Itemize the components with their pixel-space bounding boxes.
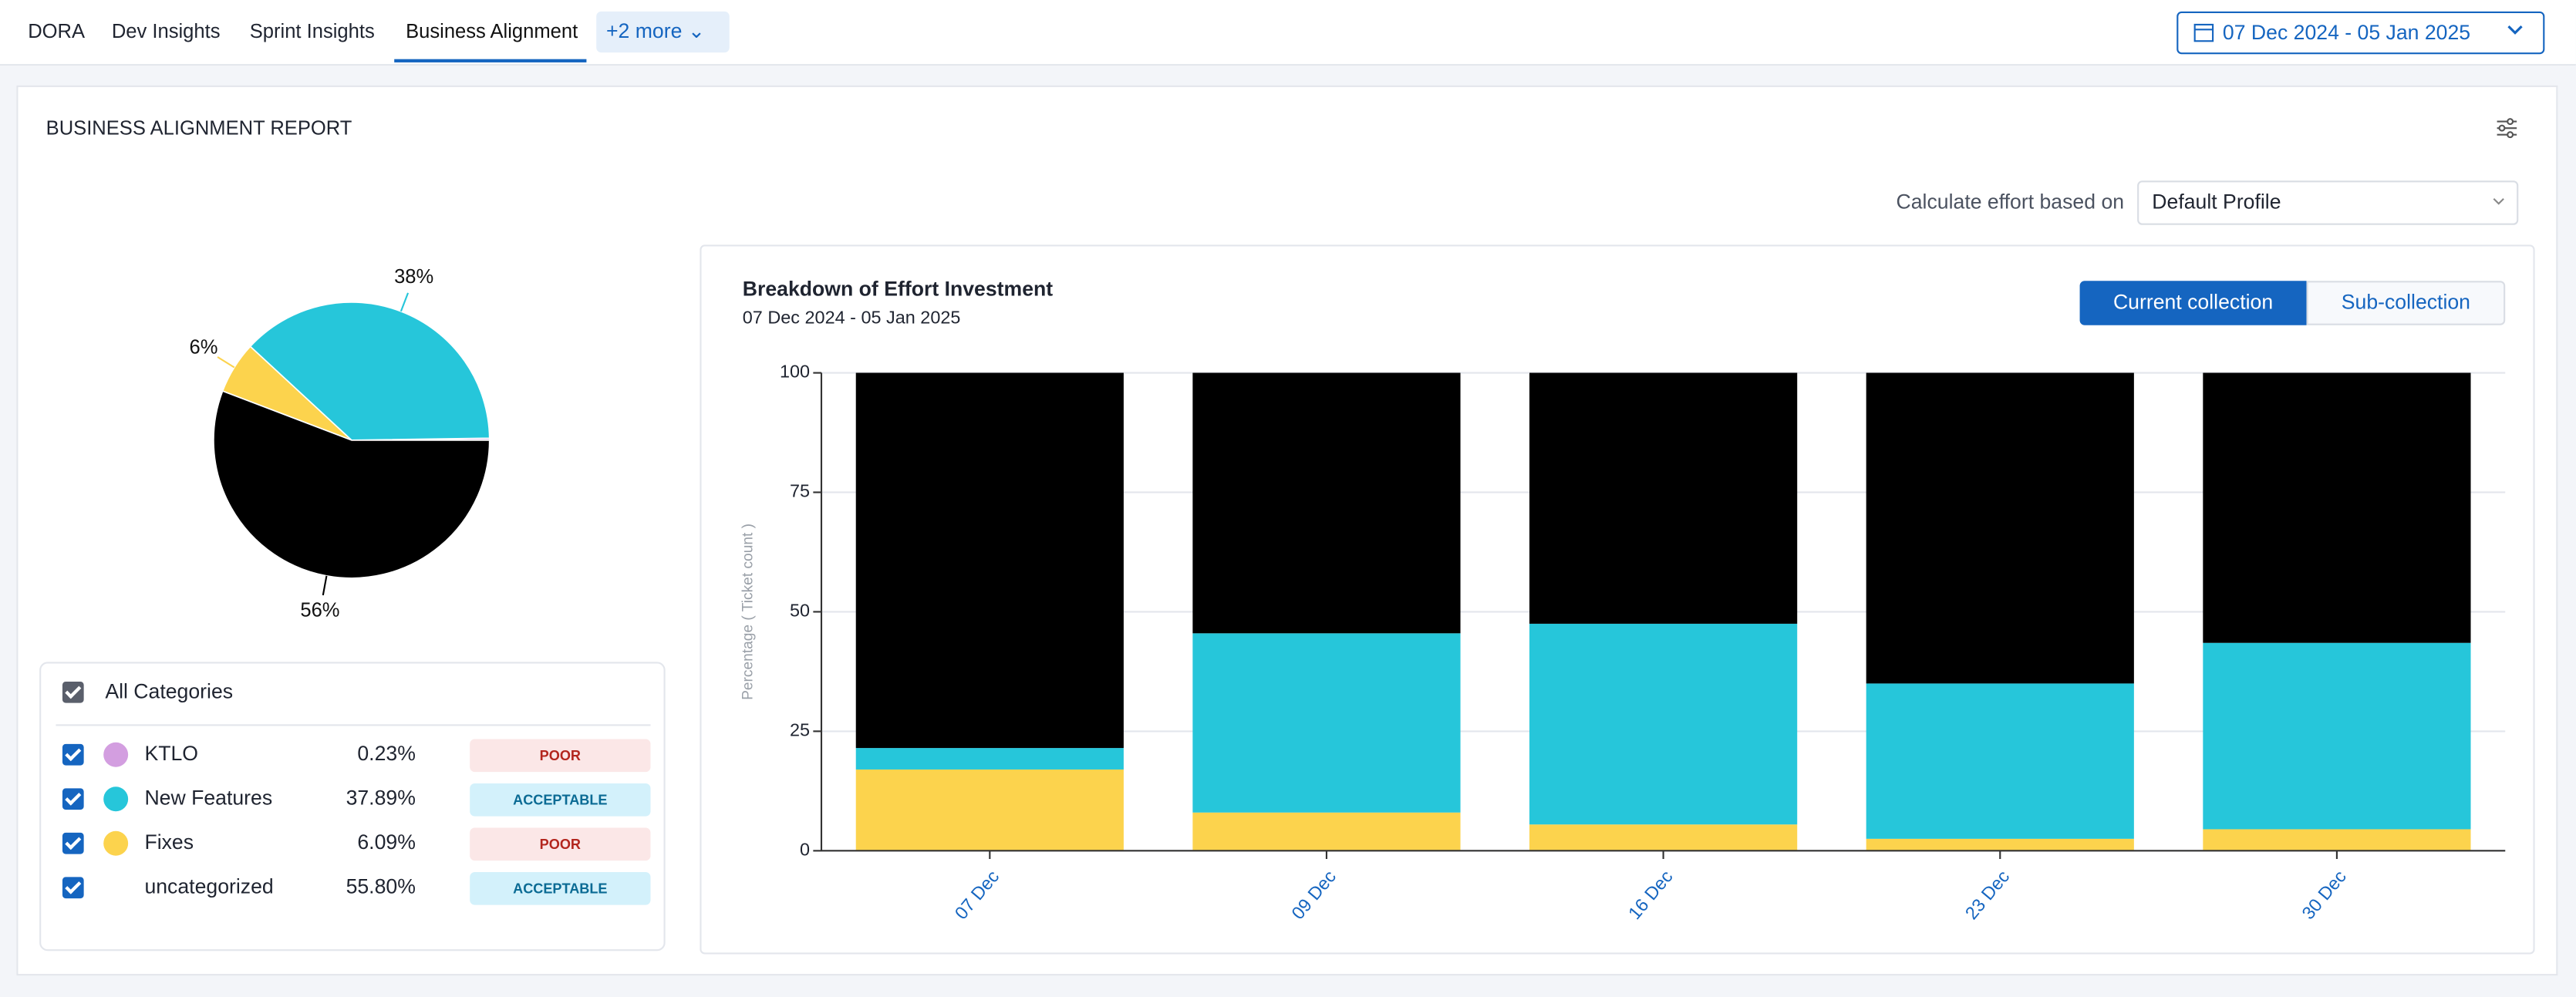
profile-select[interactable]: Default Profile bbox=[2137, 180, 2519, 225]
pie-slice bbox=[249, 301, 491, 441]
legend-header: All Categories bbox=[105, 679, 234, 703]
pie-label: 56% bbox=[300, 600, 339, 621]
bar-segment bbox=[2203, 829, 2471, 851]
y-tick-label: 25 bbox=[790, 720, 810, 740]
legend-dot bbox=[103, 742, 129, 767]
legend-percent: 0.23% bbox=[357, 742, 416, 766]
bar-chart: 0 25 50 75 100 Percentage ( Ticket count ) 07 … bbox=[740, 362, 2506, 923]
more-label: +2 more bbox=[605, 19, 683, 43]
bar-segment bbox=[1192, 633, 1461, 813]
status-badge: ACCEPTABLE bbox=[470, 783, 651, 817]
chart-card bbox=[700, 244, 2535, 955]
toggle-button[interactable]: Current collection bbox=[2079, 281, 2307, 325]
checkbox[interactable] bbox=[62, 681, 84, 703]
checkbox[interactable] bbox=[62, 832, 84, 854]
bar-segment bbox=[2203, 642, 2471, 830]
x-tick-label: 30 Dec bbox=[2298, 866, 2350, 923]
settings-icon[interactable] bbox=[2495, 116, 2518, 140]
bar-segment bbox=[855, 372, 1124, 749]
pie-slice bbox=[213, 390, 491, 579]
y-axis-label: Percentage ( Ticket count ) bbox=[740, 524, 757, 700]
status-badge: POOR bbox=[470, 739, 651, 773]
x-tick-label: 07 Dec bbox=[951, 866, 1003, 923]
tab-underline bbox=[394, 59, 587, 62]
x-tick-label: 09 Dec bbox=[1287, 866, 1340, 923]
legend-box bbox=[39, 662, 666, 952]
y-tick-label: 0 bbox=[800, 840, 810, 860]
bar-segment bbox=[1866, 838, 2134, 851]
y-tick-label: 50 bbox=[790, 601, 810, 621]
y-tick-label: 100 bbox=[780, 362, 810, 382]
pie-label: 38% bbox=[394, 266, 433, 288]
tab-active[interactable]: Business Alignment bbox=[406, 19, 578, 43]
chart-subtitle: 07 Dec 2024 - 05 Jan 2025 bbox=[742, 308, 961, 329]
date-picker[interactable]: 07 Dec 2024 - 05 Jan 2025 bbox=[2176, 11, 2545, 55]
label-leader bbox=[322, 575, 328, 596]
checkbox[interactable] bbox=[62, 877, 84, 899]
legend-name: Fixes bbox=[144, 830, 194, 854]
y-tick-label: 75 bbox=[790, 481, 810, 501]
pie-chart: 38% 6% 56% bbox=[190, 266, 491, 621]
bar-segment bbox=[1192, 812, 1461, 851]
legend-dot bbox=[103, 786, 129, 812]
bar-segment bbox=[1529, 623, 1798, 825]
chevron bbox=[2507, 25, 2523, 35]
checkbox[interactable] bbox=[62, 788, 84, 810]
tab[interactable]: Sprint Insights bbox=[249, 19, 375, 43]
legend-percent: 6.09% bbox=[357, 830, 416, 854]
legend-percent: 55.80% bbox=[346, 875, 416, 899]
bar-segment bbox=[1529, 824, 1798, 851]
bar-segment bbox=[855, 748, 1124, 770]
pie-label: 6% bbox=[190, 337, 218, 359]
legend-name: uncategorized bbox=[144, 875, 274, 899]
chart-title: Breakdown of Effort Investment bbox=[742, 277, 1054, 301]
bar-segment bbox=[1529, 372, 1798, 624]
toggle-button[interactable]: Sub-collection bbox=[2306, 281, 2506, 325]
status-badge: ACCEPTABLE bbox=[470, 872, 651, 905]
more-tabs[interactable]: +2 more ⌄ bbox=[596, 11, 730, 53]
bar-segment bbox=[1866, 372, 2134, 684]
date-range: 07 Dec 2024 - 05 Jan 2025 bbox=[2222, 21, 2471, 45]
bar-segment bbox=[1866, 683, 2134, 839]
calendar-icon bbox=[2193, 23, 2214, 42]
label-leader bbox=[400, 292, 410, 312]
x-tick-label: 23 Dec bbox=[1961, 866, 2014, 923]
legend-name: New Features bbox=[144, 786, 273, 810]
status-badge: POOR bbox=[470, 827, 651, 861]
checkbox[interactable] bbox=[62, 743, 84, 766]
legend-name: KTLO bbox=[144, 742, 198, 766]
legend-percent: 37.89% bbox=[346, 786, 416, 810]
divider bbox=[56, 724, 651, 726]
x-tick-label: 16 Dec bbox=[1624, 866, 1677, 923]
profile-value: Default Profile bbox=[2152, 190, 2281, 214]
legend-dot bbox=[103, 830, 129, 856]
bar-segment bbox=[855, 769, 1124, 851]
report-title: BUSINESS ALIGNMENT REPORT bbox=[46, 116, 352, 140]
top-bar bbox=[0, 0, 2576, 66]
tab[interactable]: Dev Insights bbox=[111, 19, 221, 43]
tab[interactable]: DORA bbox=[28, 19, 86, 43]
bar-segment bbox=[1192, 372, 1461, 634]
effort-label: Calculate effort based on bbox=[1896, 190, 2125, 214]
label-leader bbox=[217, 356, 235, 369]
select-chevron bbox=[2493, 197, 2504, 205]
bar-segment bbox=[2203, 372, 2471, 643]
